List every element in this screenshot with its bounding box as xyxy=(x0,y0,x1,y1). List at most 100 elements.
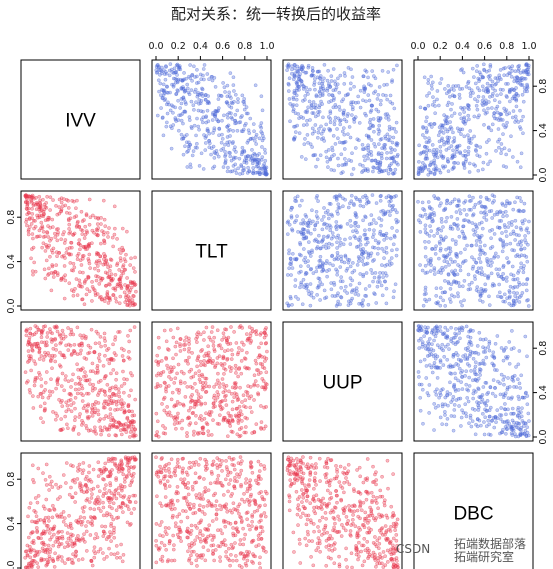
scatter-point xyxy=(171,110,175,115)
scatter-point xyxy=(190,153,195,158)
scatter-point xyxy=(92,536,97,541)
scatter-point xyxy=(497,267,502,272)
scatter-point xyxy=(443,127,448,131)
scatter-point xyxy=(48,254,52,259)
scatter-point xyxy=(349,193,354,198)
scatter-point xyxy=(457,331,462,335)
scatter-point xyxy=(420,268,425,273)
scatter-point xyxy=(494,148,498,153)
scatter-point xyxy=(322,62,327,67)
scatter-point xyxy=(481,95,486,99)
scatter-point xyxy=(472,134,476,139)
scatter-point xyxy=(462,279,467,283)
scatter-point xyxy=(239,115,243,120)
scatter-point xyxy=(301,116,306,120)
scatter-point xyxy=(324,155,329,160)
scatter-point xyxy=(465,396,470,400)
scatter-point xyxy=(301,87,306,91)
scatter-point xyxy=(386,70,391,74)
scatter-point xyxy=(231,129,236,133)
scatter-point xyxy=(185,358,190,363)
scatter-point xyxy=(451,84,456,89)
scatter-point xyxy=(217,381,222,386)
scatter-point xyxy=(113,296,118,301)
scatter-point xyxy=(514,104,519,109)
scatter-point xyxy=(28,331,33,336)
scatter-point xyxy=(334,85,339,90)
scatter-point xyxy=(168,108,173,113)
scatter-point xyxy=(168,370,172,375)
scatter-point xyxy=(231,75,236,80)
scatter-point xyxy=(187,342,191,346)
scatter-point xyxy=(96,216,101,220)
scatter-point xyxy=(131,475,135,479)
scatter-point xyxy=(191,103,196,108)
scatter-point xyxy=(60,529,64,534)
scatter-point xyxy=(527,219,531,224)
scatter-point xyxy=(50,366,54,371)
scatter-point xyxy=(125,229,129,234)
scatter-point xyxy=(222,366,226,371)
scatter-point xyxy=(233,413,238,418)
scatter-point xyxy=(519,373,524,378)
scatter-point xyxy=(125,303,130,308)
scatter-point xyxy=(121,265,125,269)
scatter-point xyxy=(348,81,353,86)
scatter-point xyxy=(154,433,158,438)
scatter-point xyxy=(176,128,181,133)
scatter-point xyxy=(213,365,217,370)
scatter-point xyxy=(318,280,323,284)
scatter-point xyxy=(390,248,394,253)
scatter-point xyxy=(364,201,369,206)
scatter-point xyxy=(294,93,299,98)
scatter-point xyxy=(222,371,226,376)
scatter-point xyxy=(216,108,221,113)
scatter-point xyxy=(520,83,525,87)
scatter-point xyxy=(259,341,264,346)
scatter-point xyxy=(100,229,104,233)
scatter-point xyxy=(38,404,43,409)
scatter-point xyxy=(229,325,233,329)
scatter-point xyxy=(55,329,60,334)
scatter-point xyxy=(448,224,453,229)
scatter-point xyxy=(351,202,356,206)
scatter-point xyxy=(371,124,375,129)
scatter-point xyxy=(483,273,487,278)
scatter-point xyxy=(77,387,81,392)
scatter-point xyxy=(192,123,197,128)
scatter-point xyxy=(101,363,106,368)
scatter-point xyxy=(363,293,367,298)
scatter-point xyxy=(232,330,236,334)
scatter-point xyxy=(481,62,486,67)
scatter-point xyxy=(451,428,456,433)
scatter-point xyxy=(130,413,135,418)
scatter-point xyxy=(460,86,465,91)
scatter-point xyxy=(256,164,260,168)
scatter-point xyxy=(343,253,348,258)
scatter-point xyxy=(176,89,180,93)
scatter-point xyxy=(463,411,468,416)
scatter-point xyxy=(185,86,190,91)
scatter-point xyxy=(367,98,372,103)
scatter-point xyxy=(262,330,267,335)
scatter-point xyxy=(322,221,327,226)
scatter-point xyxy=(427,337,432,341)
scatter-point xyxy=(462,163,467,168)
scatter-point xyxy=(221,331,226,336)
scatter-point xyxy=(112,456,116,461)
scatter-point xyxy=(93,428,97,433)
scatter-point xyxy=(451,148,455,153)
scatter-point xyxy=(224,100,229,105)
scatter-point xyxy=(457,284,462,289)
scatter-point xyxy=(100,524,104,529)
scatter-point xyxy=(526,304,531,308)
scatter-point xyxy=(197,163,202,168)
scatter-point xyxy=(178,113,183,117)
scatter-point xyxy=(95,264,100,268)
scatter-point xyxy=(489,128,494,133)
scatter-point xyxy=(315,220,320,225)
scatter-point xyxy=(227,104,232,108)
scatter-point xyxy=(204,115,208,120)
scatter-point xyxy=(257,172,262,176)
scatter-point xyxy=(438,149,443,154)
